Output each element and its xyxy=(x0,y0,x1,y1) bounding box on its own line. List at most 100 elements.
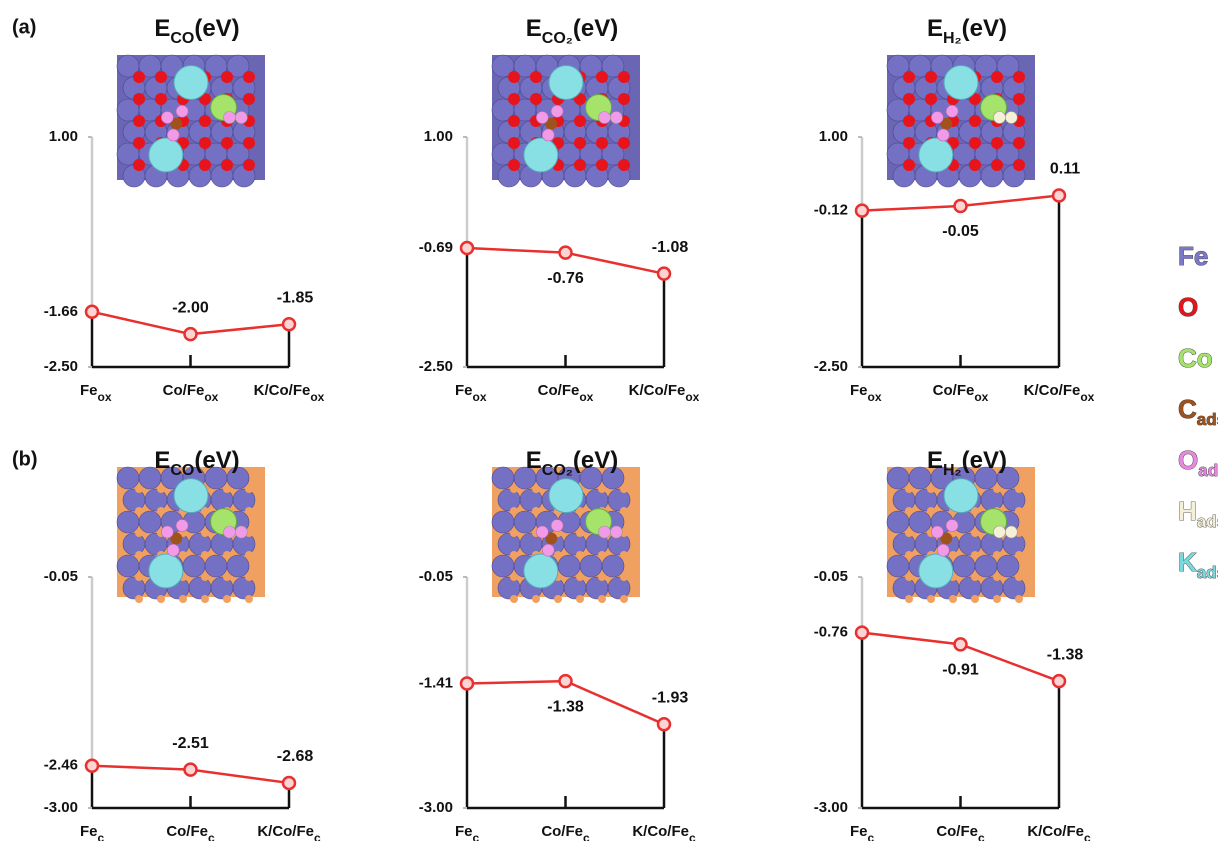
atom xyxy=(969,159,981,171)
atom xyxy=(536,525,549,539)
subscript: ads xyxy=(1197,563,1218,582)
atom xyxy=(221,159,233,171)
category: Co/Fe xyxy=(541,823,583,840)
atom xyxy=(170,532,183,545)
atom xyxy=(223,573,231,581)
atom xyxy=(993,551,1001,559)
atom xyxy=(996,466,1020,490)
atom xyxy=(598,573,606,581)
subscript: ads xyxy=(1197,512,1218,531)
atom xyxy=(223,595,231,603)
category: Co/Fe xyxy=(933,382,975,399)
atom xyxy=(598,111,611,124)
atom xyxy=(925,71,937,83)
atom xyxy=(554,595,562,603)
chart-title: EH₂(eV) xyxy=(927,15,1007,46)
atom xyxy=(497,532,521,556)
subscript: c xyxy=(1084,831,1091,841)
atom xyxy=(1002,488,1026,512)
atom xyxy=(223,111,236,124)
atom xyxy=(226,54,250,78)
atom xyxy=(491,510,515,534)
title-unit: (eV) xyxy=(194,447,239,474)
atom xyxy=(607,488,631,512)
y-tick-label: -3.00 xyxy=(44,799,78,816)
atom xyxy=(618,93,630,105)
title-main: E xyxy=(154,447,170,474)
atom xyxy=(510,573,518,581)
y-tick-label: -3.00 xyxy=(814,799,848,816)
atom xyxy=(223,525,236,539)
subscript: CO₂ xyxy=(542,462,573,479)
atom xyxy=(519,488,543,512)
atom xyxy=(135,485,143,493)
atom xyxy=(892,576,916,600)
atom xyxy=(991,137,1003,149)
atom xyxy=(601,466,625,490)
atom xyxy=(945,519,959,532)
atom xyxy=(574,137,586,149)
subscript: H₂ xyxy=(943,462,962,479)
atom xyxy=(1015,595,1023,603)
atom xyxy=(133,93,145,105)
x-tick-label: K/Co/Feox xyxy=(254,382,325,404)
legend-entry: Co xyxy=(1178,343,1213,373)
category: Fe xyxy=(80,382,98,399)
atom xyxy=(1015,507,1023,515)
legend-name: O xyxy=(1178,292,1198,322)
atom xyxy=(563,532,587,556)
atom xyxy=(596,159,608,171)
subscript: ox xyxy=(204,390,218,404)
atom xyxy=(170,117,183,130)
atom xyxy=(618,137,630,149)
atom xyxy=(199,159,211,171)
atom xyxy=(1005,525,1018,539)
atom xyxy=(618,159,630,171)
atom xyxy=(513,510,537,534)
atom xyxy=(949,551,957,559)
atom xyxy=(510,507,518,515)
atom xyxy=(173,65,209,100)
chart-title: ECO₂(eV) xyxy=(526,447,618,478)
y-tick-label: -0.05 xyxy=(419,568,453,585)
title-main: E xyxy=(154,15,170,42)
atom xyxy=(596,137,608,149)
subscript: ox xyxy=(310,390,324,404)
atom xyxy=(245,595,253,603)
atom xyxy=(166,543,180,557)
atom xyxy=(201,551,209,559)
atom xyxy=(931,111,944,124)
atom xyxy=(598,551,606,559)
x-tick-label: Co/Feox xyxy=(538,382,594,404)
atom xyxy=(1013,93,1025,105)
category: Co/Fe xyxy=(538,382,580,399)
atom xyxy=(135,507,143,515)
atom xyxy=(598,485,606,493)
atom xyxy=(576,529,584,537)
atom xyxy=(886,466,910,490)
atom xyxy=(996,142,1020,166)
legend-entry: Kads xyxy=(1178,547,1218,582)
atom xyxy=(175,104,189,118)
atom xyxy=(201,573,209,581)
subscript: CO xyxy=(170,462,194,479)
atom xyxy=(903,71,915,83)
atom xyxy=(618,71,630,83)
atom xyxy=(576,551,584,559)
x-tick-label: K/Co/Feox xyxy=(629,382,700,404)
atom xyxy=(903,93,915,105)
title-unit: (eV) xyxy=(573,447,618,474)
atom xyxy=(918,553,954,589)
atom xyxy=(179,595,187,603)
atom xyxy=(510,485,518,493)
atom xyxy=(576,573,584,581)
atom xyxy=(232,576,256,600)
atom xyxy=(155,93,167,105)
subscript: CO xyxy=(170,30,194,47)
atom xyxy=(243,93,255,105)
atom xyxy=(243,159,255,171)
y-tick-label: 1.00 xyxy=(49,128,78,145)
atom xyxy=(936,543,950,557)
atom xyxy=(135,595,143,603)
